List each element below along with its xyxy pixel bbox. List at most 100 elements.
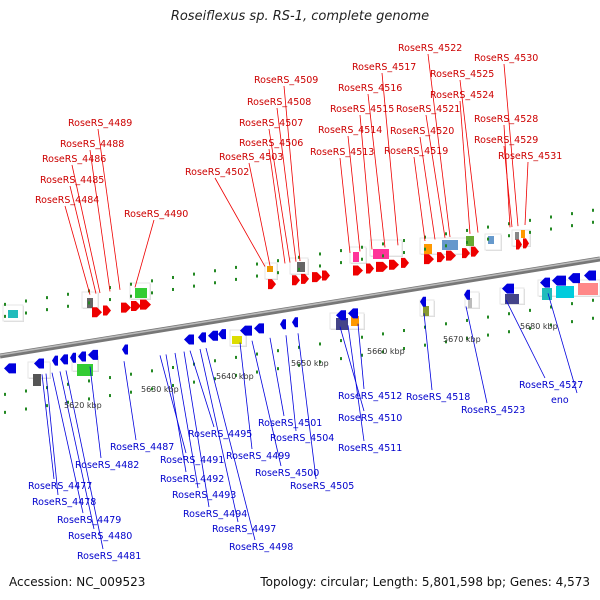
forward-gene-arrow bbox=[446, 250, 456, 261]
backbone-line bbox=[0, 256, 600, 359]
forward-label-leader bbox=[97, 128, 121, 290]
forward-label-leader bbox=[268, 148, 286, 264]
tick-dot bbox=[592, 298, 594, 302]
tick-dot bbox=[88, 379, 90, 383]
feature-block bbox=[578, 283, 598, 295]
feature-block bbox=[424, 244, 432, 254]
forward-label-leader bbox=[89, 149, 111, 292]
genome-summary: Topology: circular; Length: 5,801,598 bp… bbox=[260, 575, 590, 589]
feature-boxes bbox=[2, 229, 600, 386]
forward-label-leader bbox=[359, 114, 373, 250]
reverse-gene-label: RoseRS_4480 bbox=[68, 531, 132, 542]
forward-gene-arrow bbox=[523, 238, 529, 249]
tick-dot bbox=[25, 299, 27, 303]
forward-gene-label: RoseRS_4521 bbox=[396, 104, 460, 115]
reverse-gene-label: RoseRS_4501 bbox=[258, 418, 322, 429]
tick-dot bbox=[550, 305, 552, 309]
tick-dot bbox=[256, 274, 258, 278]
reverse-label-leader bbox=[465, 306, 488, 404]
feature-block bbox=[135, 288, 147, 298]
reverse-gene-arrow bbox=[60, 354, 68, 365]
reverse-gene-arrow bbox=[254, 323, 264, 334]
feature-block bbox=[468, 298, 472, 308]
forward-label-leader bbox=[71, 164, 101, 294]
tick-dot bbox=[424, 343, 426, 347]
tick-dot bbox=[319, 264, 321, 268]
reverse-label-leader bbox=[183, 351, 210, 508]
reverse-gene-arrow bbox=[584, 270, 596, 281]
reverse-gene-label: RoseRS_4518 bbox=[406, 392, 470, 403]
tick-dot bbox=[445, 340, 447, 344]
reverse-gene-arrow bbox=[336, 310, 346, 321]
tick-dot bbox=[529, 308, 531, 312]
forward-label-leader bbox=[427, 53, 451, 238]
tick-dot bbox=[277, 349, 279, 353]
reverse-gene-arrow bbox=[292, 317, 298, 328]
tick-dot bbox=[130, 294, 132, 298]
tick-dot bbox=[25, 407, 27, 411]
reverse-gene-label: RoseRS_4477 bbox=[28, 481, 92, 492]
feature-block bbox=[423, 306, 429, 316]
feature-block bbox=[232, 336, 242, 344]
tick-dot bbox=[424, 235, 426, 239]
reverse-gene-label: RoseRS_4493 bbox=[172, 490, 236, 501]
tick-dot bbox=[466, 318, 468, 322]
reverse-gene-arrow bbox=[464, 289, 470, 300]
tick-dot bbox=[592, 316, 594, 320]
forward-gene-arrow bbox=[462, 248, 470, 259]
forward-label-leader bbox=[248, 162, 271, 266]
scale-label: 5640 kbp bbox=[216, 372, 254, 381]
reverse-gene-arrow bbox=[88, 349, 98, 360]
reverse-label-leader bbox=[347, 325, 365, 442]
reverse-gene-label: RoseRS_4512 bbox=[338, 391, 402, 402]
forward-gene-label: RoseRS_4525 bbox=[430, 69, 494, 80]
scale-label: 5620 kbp bbox=[64, 401, 102, 410]
tick-dot bbox=[235, 355, 237, 359]
feature-block bbox=[442, 240, 458, 250]
tick-dot bbox=[4, 302, 6, 306]
forward-gene-arrow bbox=[389, 259, 399, 270]
tick-dot bbox=[319, 252, 321, 256]
reverse-gene-label: RoseRS_4527 bbox=[519, 380, 583, 391]
gene-labels: RoseRS_4484 RoseRS_4485 RoseRS_4486 RoseRS_… bbox=[28, 43, 583, 562]
reverse-gene-label: RoseRS_4495 bbox=[188, 429, 252, 440]
feature-block bbox=[351, 316, 359, 326]
forward-gene-label: RoseRS_4524 bbox=[430, 90, 494, 101]
tick-dot bbox=[508, 234, 510, 238]
reverse-label-leader bbox=[41, 374, 55, 480]
reverse-gene-label: RoseRS_4479 bbox=[57, 515, 121, 526]
forward-gene-label: RoseRS_4485 bbox=[40, 175, 104, 186]
forward-gene-arrow bbox=[437, 252, 445, 263]
reverse-gene-arrow bbox=[78, 351, 86, 362]
forward-gene-label: RoseRS_4503 bbox=[219, 152, 283, 163]
forward-gene-arrow bbox=[376, 261, 388, 272]
forward-gene-label: RoseRS_4502 bbox=[185, 167, 249, 178]
tick-dot bbox=[25, 311, 27, 315]
tick-dot bbox=[277, 259, 279, 263]
tick-dot bbox=[361, 335, 363, 339]
tick-dot bbox=[592, 208, 594, 212]
tick-dot bbox=[109, 394, 111, 398]
forward-gene-label: RoseRS_4520 bbox=[390, 126, 454, 137]
reverse-label-leader bbox=[339, 326, 365, 412]
reverse-label-leader bbox=[159, 355, 187, 454]
reverse-label-leader bbox=[123, 361, 137, 441]
forward-label-leader bbox=[413, 156, 426, 242]
forward-gene-label: RoseRS_4522 bbox=[398, 43, 462, 54]
forward-gene-label: RoseRS_4519 bbox=[384, 146, 448, 157]
forward-label-leader bbox=[503, 145, 513, 228]
tick-dot bbox=[361, 245, 363, 249]
forward-gene-label: RoseRS_4488 bbox=[60, 139, 124, 150]
reverse-label-leader bbox=[174, 352, 199, 489]
forward-gene-label: RoseRS_4484 bbox=[35, 195, 99, 206]
forward-label-leader bbox=[276, 107, 297, 262]
tick-dot bbox=[319, 342, 321, 346]
tick-dot bbox=[361, 257, 363, 261]
reverse-gene-label: RoseRS_4494 bbox=[183, 509, 247, 520]
reverse-label-leader bbox=[505, 299, 546, 379]
forward-gene-arrow bbox=[471, 246, 479, 257]
reverse-label-leader bbox=[547, 293, 578, 394]
tick-dot bbox=[214, 281, 216, 285]
feature-block bbox=[542, 288, 552, 300]
tick-dot bbox=[151, 369, 153, 373]
